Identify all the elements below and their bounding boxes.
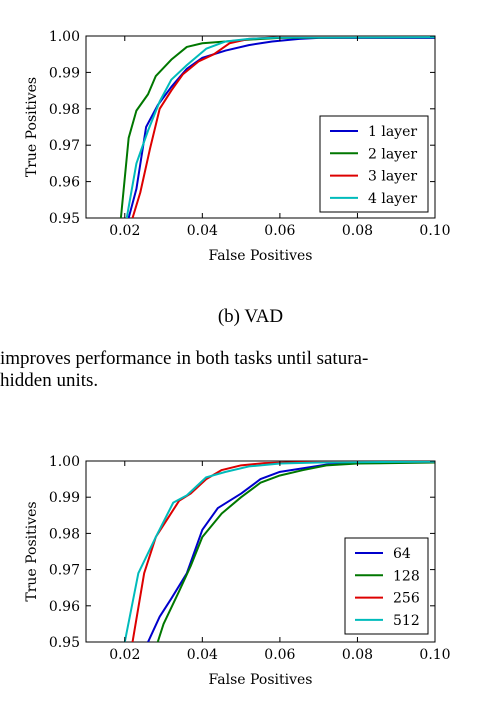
y-tick-label: 0.97 (49, 138, 80, 154)
series-line-4 (125, 36, 435, 218)
figure-caption: (b) VAD (217, 306, 284, 327)
x-tick-label: 0.10 (419, 647, 450, 663)
y-tick-label: 1.00 (49, 454, 80, 470)
series-line-4 (123, 461, 435, 642)
x-tick-label: 0.02 (109, 223, 140, 239)
y-tick-label: 0.99 (49, 65, 80, 81)
roc-chart-layers: 0.02 0.04 0.06 0.08 0.10 0.95 0.96 0.97 0.98 0.99… (24, 29, 451, 264)
legend-label-3: 256 (393, 591, 420, 607)
legend-label-2: 128 (393, 568, 420, 584)
legend-label-4: 4 layer (368, 191, 417, 207)
x-tick-label: 0.04 (187, 647, 218, 663)
x-tick-label: 0.08 (342, 223, 373, 239)
roc-chart-hidden-units: 0.02 0.04 0.06 0.08 0.10 0.95 0.96 0.97 0.98 0.99… (24, 454, 451, 688)
x-tick-label: 0.04 (187, 223, 218, 239)
series-line-1 (127, 36, 435, 218)
y-tick-label: 1.00 (49, 29, 80, 45)
y-tick-label: 0.96 (49, 175, 80, 191)
y-tick-label: 0.96 (49, 599, 80, 615)
legend-label-1: 64 (393, 546, 411, 562)
body-text-line-1: improves performance in both tasks until… (0, 348, 369, 369)
y-tick-label: 0.95 (49, 211, 80, 227)
series-group (119, 36, 435, 218)
y-axis-label: True Positives (24, 501, 40, 601)
x-tick-label: 0.08 (342, 647, 373, 663)
legend-label-3: 3 layer (368, 169, 417, 185)
legend-label-4: 512 (393, 613, 420, 629)
y-axis-label: True Positives (24, 77, 40, 177)
series-group (123, 461, 435, 642)
series-line-2 (156, 461, 435, 642)
x-tick-label: 0.02 (109, 647, 140, 663)
legend-label-1: 1 layer (368, 124, 417, 140)
y-tick-label: 0.95 (49, 635, 80, 651)
body-text-line-2: hidden units. (0, 370, 99, 391)
x-tick-label: 0.06 (264, 647, 295, 663)
plot-frame (85, 460, 436, 643)
y-tick-label: 0.98 (49, 102, 80, 118)
x-tick-label: 0.06 (264, 223, 295, 239)
y-tick-label: 0.99 (49, 490, 80, 506)
plot-frame (85, 35, 436, 219)
x-tick-label: 0.10 (419, 223, 450, 239)
y-tick-label: 0.97 (49, 563, 80, 579)
x-axis-label: False Positives (209, 248, 313, 264)
y-tick-label: 0.98 (49, 526, 80, 542)
x-axis-label: False Positives (209, 672, 313, 688)
legend-label-2: 2 layer (368, 146, 417, 162)
